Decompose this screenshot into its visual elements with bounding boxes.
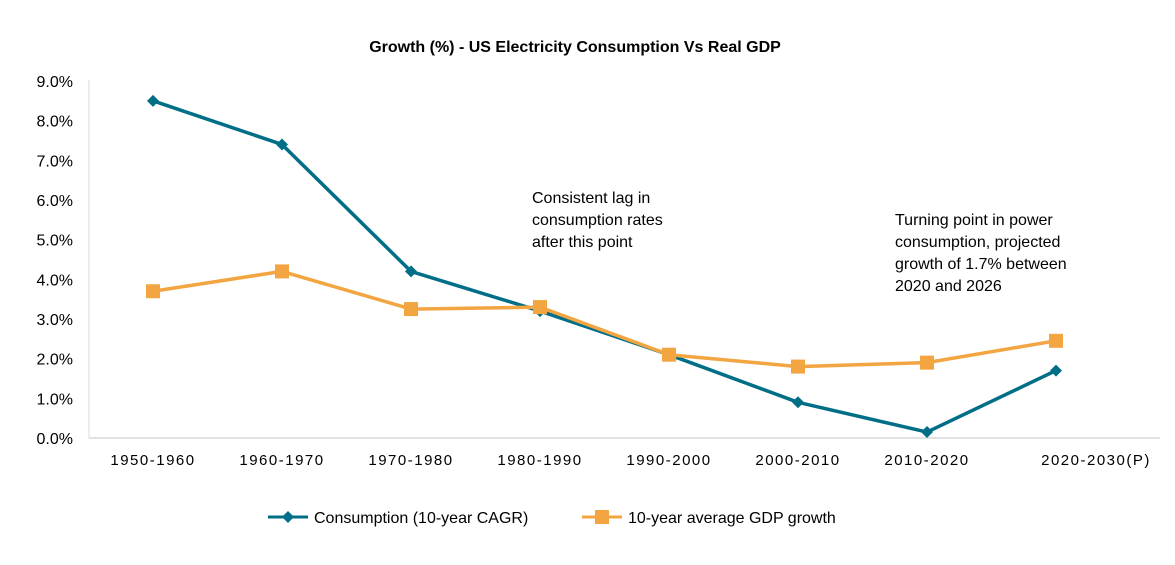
data-point-square [146,284,160,299]
data-point-diamond [147,94,159,107]
x-tick-label: 2010-2020 [884,452,969,469]
annotation-line: growth of 1.7% between [895,256,1067,273]
y-tick-label: 3.0% [37,312,73,329]
chart-title: Growth (%) - US Electricity Consumption … [369,39,781,56]
y-tick-label: 6.0% [37,193,73,210]
x-tick-label: 1950-1960 [110,452,195,469]
annotation-line: after this point [532,234,633,251]
annotation-line: consumption, projected [895,234,1060,251]
y-tick-label: 4.0% [37,272,73,289]
annotation-line: consumption rates [532,212,663,229]
data-point-diamond [792,396,804,409]
annotation-line: Turning point in power [895,212,1053,229]
x-tick-label: 1970-1980 [368,452,453,469]
data-point-square [1049,333,1063,348]
series-gdp [146,264,1063,374]
series-line [152,99,1057,434]
data-point-square [791,359,805,374]
x-tick-label: 1960-1970 [239,452,324,469]
series-line [152,269,1057,369]
annotation: Consistent lag in consumption rates after … [532,190,663,251]
data-point-diamond [921,426,933,439]
legend-marker [595,510,609,524]
x-tick-label: 1980-1990 [497,452,582,469]
data-point-square [533,300,547,315]
data-point-square [275,264,289,279]
data-point-diamond [405,265,417,278]
x-tick-label: 1990-2000 [626,452,711,469]
data-point-square [920,355,934,370]
data-point-square [404,302,418,317]
y-tick-label: 1.0% [37,391,73,408]
legend-item: 10-year average GDP growth [582,510,836,527]
data-point-square [662,347,676,362]
y-tick-label: 9.0% [37,74,73,91]
y-tick-label: 2.0% [37,352,73,369]
y-tick-label: 5.0% [37,233,73,250]
legend-label: 10-year average GDP growth [628,510,836,527]
legend-item: Consumption (10-year CAGR) [268,510,528,527]
legend-marker [282,511,294,523]
annotation-line: 2020 and 2026 [895,278,1002,295]
data-point-diamond [276,138,288,151]
annotation-line: Consistent lag in [532,190,650,207]
y-tick-label: 0.0% [37,431,73,448]
x-tick-label: 2000-2010 [755,452,840,469]
data-point-diamond [1050,364,1062,377]
y-tick-label: 7.0% [37,153,73,170]
x-tick-label: 2020-2030(P) [1041,452,1151,469]
legend-label: Consumption (10-year CAGR) [314,510,528,527]
y-tick-label: 8.0% [37,114,73,131]
annotation: Turning point in power consumption, proje… [895,212,1067,295]
